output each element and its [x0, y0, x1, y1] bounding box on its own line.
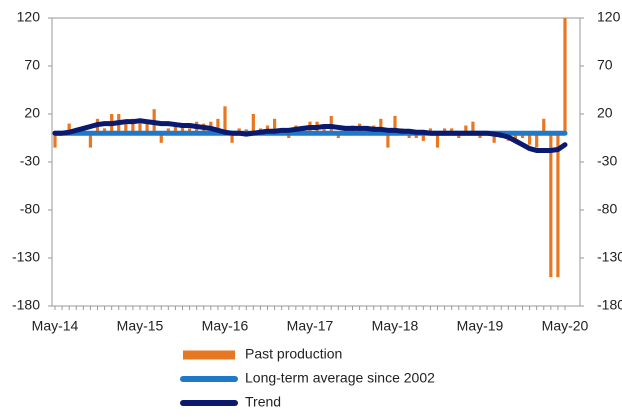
y-tick-label: -80: [20, 201, 40, 217]
bar: [563, 18, 567, 134]
x-tick-label: May-14: [32, 318, 79, 334]
bar: [173, 125, 178, 134]
bar: [53, 133, 57, 148]
y2-tick-label: 20: [597, 105, 613, 121]
bar: [216, 118, 220, 134]
y-tick-label: -30: [20, 153, 40, 169]
bar: [138, 123, 142, 134]
bar: [180, 123, 185, 134]
x-tick-label: May-20: [542, 318, 589, 334]
y-tick-label: 70: [24, 57, 40, 73]
y2-tick-label: -80: [597, 201, 617, 217]
y2-tick-label: -30: [597, 153, 617, 169]
bar: [223, 106, 227, 134]
bar: [131, 118, 135, 134]
y-tick-label: -130: [12, 249, 40, 265]
legend-label: Long-term average since 2002: [245, 370, 435, 386]
bar: [535, 133, 539, 148]
bar: [549, 133, 553, 278]
bar: [159, 133, 163, 143]
bar: [492, 133, 496, 143]
bar: [145, 121, 149, 134]
legend-label: Past production: [245, 346, 342, 362]
bar: [435, 133, 440, 148]
y2-tick-label: -180: [597, 297, 622, 313]
bar: [230, 133, 234, 143]
bar: [88, 133, 93, 148]
y-tick-label: 120: [17, 9, 41, 25]
y-tick-label: -180: [12, 297, 40, 313]
plot-frame: [51, 17, 581, 307]
y2-tick-label: -130: [597, 249, 622, 265]
x-tick-label: May-18: [372, 318, 419, 334]
bar: [542, 118, 546, 134]
bar: [421, 133, 425, 141]
bar: [251, 114, 255, 134]
y2-tick-label: 120: [597, 9, 621, 25]
bar: [322, 125, 326, 134]
x-tick-label: May-19: [457, 318, 504, 334]
y2-tick-label: 70: [597, 57, 613, 73]
legend-label: Trend: [245, 394, 281, 410]
x-tick-label: May-15: [117, 318, 164, 334]
bar: [379, 118, 383, 134]
x-tick-label: May-16: [202, 318, 249, 334]
bar: [471, 121, 475, 134]
x-tick-label: May-17: [287, 318, 334, 334]
bar: [124, 123, 128, 134]
line: [52, 118, 568, 153]
bar: [513, 133, 518, 143]
bar: [556, 133, 560, 278]
bar: [527, 133, 532, 145]
bar: [386, 133, 390, 148]
bar: [393, 115, 397, 134]
y-tick-label: 20: [24, 105, 40, 121]
bar: [67, 123, 71, 134]
bar: [464, 125, 468, 134]
bar: [272, 118, 277, 134]
